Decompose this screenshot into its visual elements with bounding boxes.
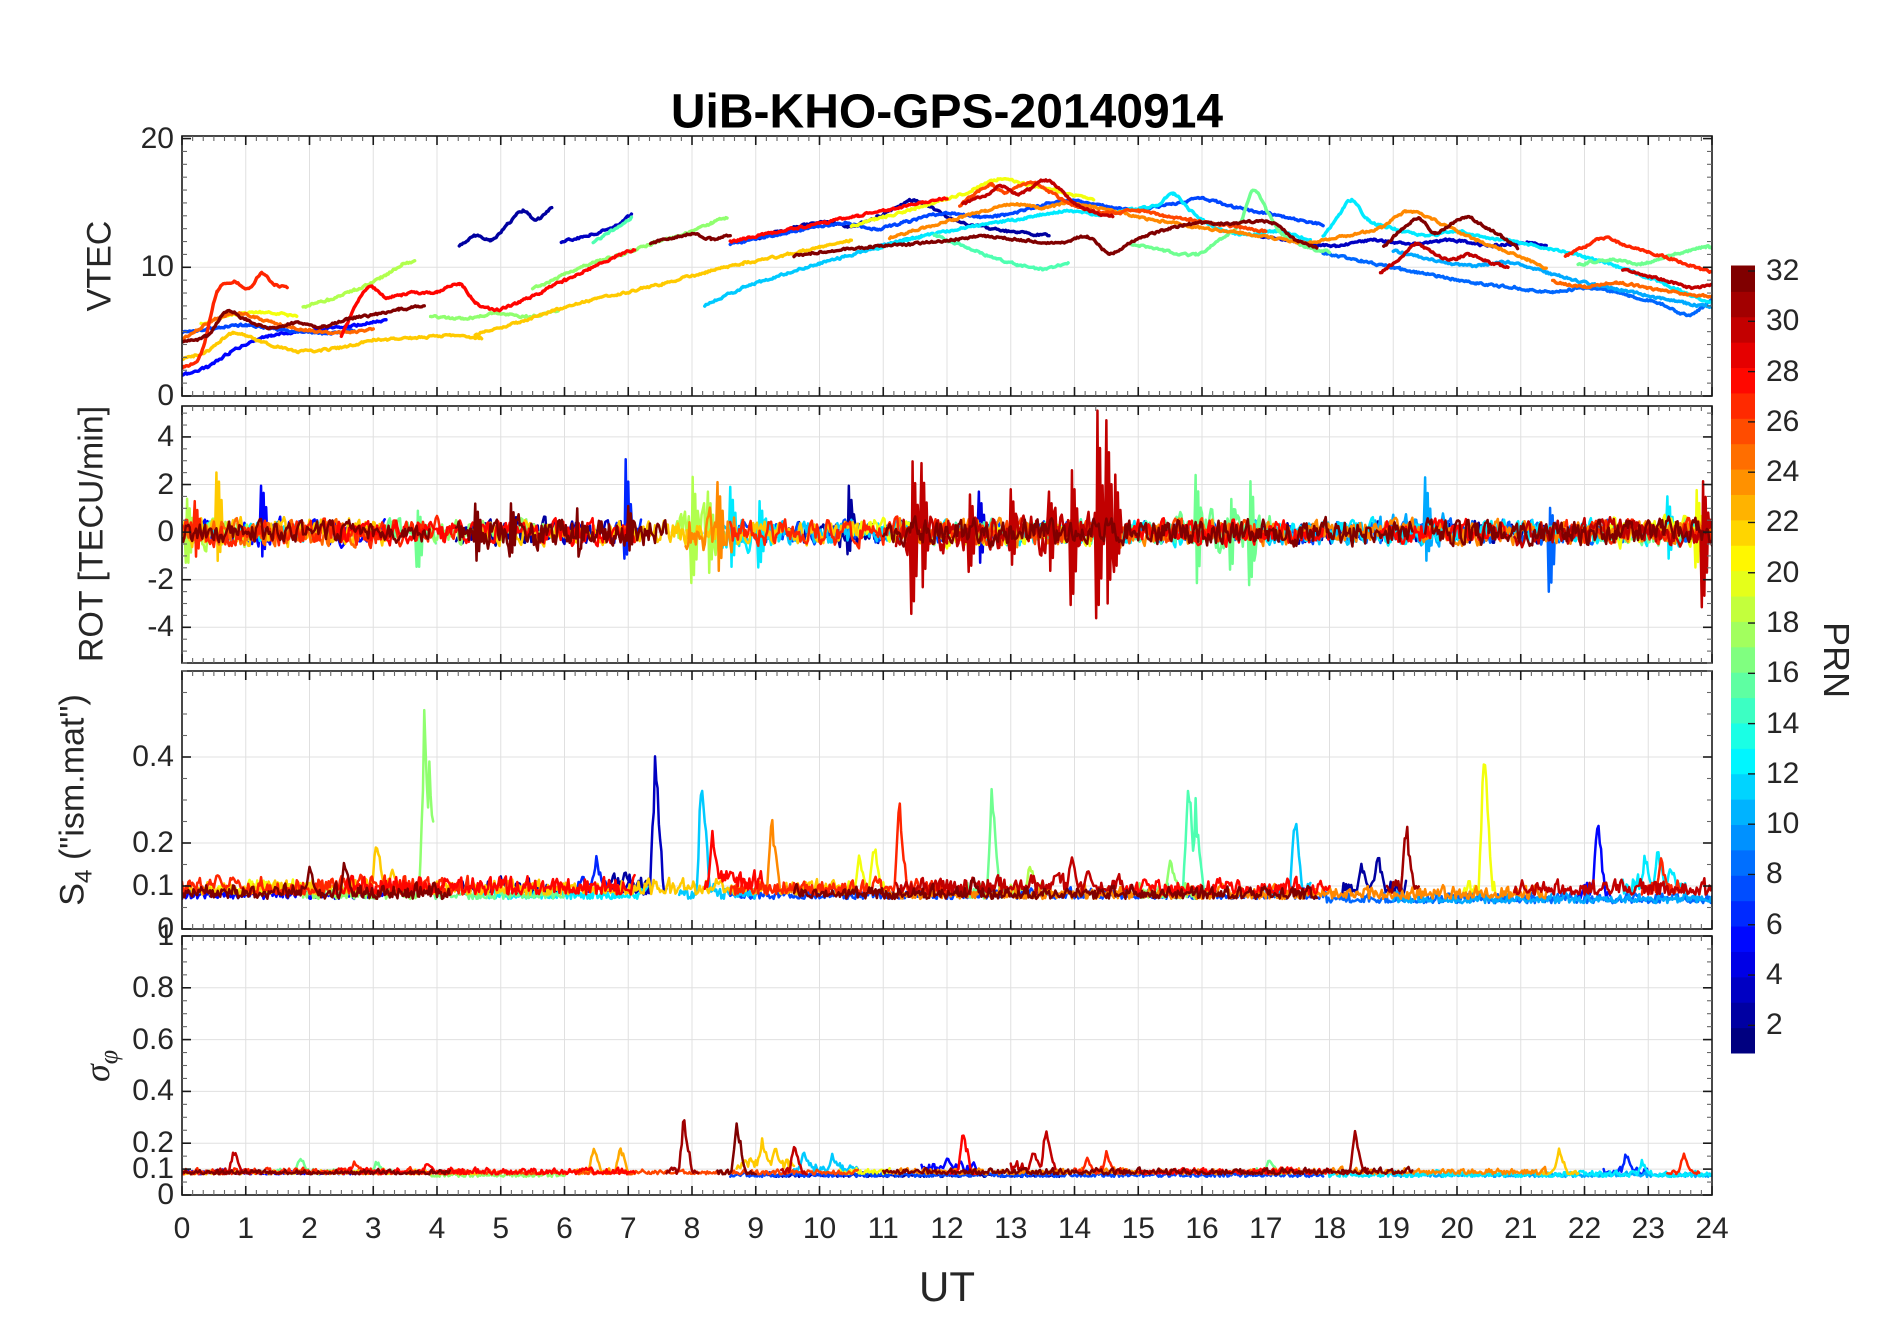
colorbar-tick-label: 18 — [1766, 606, 1800, 640]
y-tick-label: 0 — [157, 1178, 174, 1211]
x-tick-label: 19 — [1376, 1212, 1410, 1245]
plot-title: UiB-KHO-GPS-20140914 — [670, 85, 1224, 139]
x-tick-label: 16 — [1185, 1212, 1219, 1245]
y-tick-label: 0.1 — [132, 869, 174, 902]
y-tick-label: 10 — [140, 250, 174, 284]
x-tick-label: 15 — [1121, 1212, 1155, 1245]
y-tick-label: 0.6 — [132, 1022, 174, 1056]
colorbar-tick-label: 26 — [1766, 404, 1800, 438]
colorbar-tick-label: 28 — [1766, 354, 1800, 388]
x-axis-label: UT — [919, 1263, 975, 1310]
x-tick-label: 5 — [492, 1212, 510, 1245]
x-tick-label: 7 — [619, 1212, 637, 1245]
colorbar-tick-label: 8 — [1766, 857, 1783, 891]
x-tick-label: 11 — [867, 1212, 899, 1245]
y-tick-label: 20 — [140, 121, 174, 155]
x-tick-label: 24 — [1695, 1212, 1729, 1245]
s4-subscript: 4 — [70, 869, 98, 884]
y-tick-label: 0.8 — [132, 970, 174, 1004]
y-tick-label: 0.4 — [132, 1074, 174, 1108]
x-tick-label: 23 — [1631, 1212, 1665, 1245]
y-tick-label: 0.4 — [132, 740, 174, 773]
x-tick-label: 17 — [1249, 1212, 1283, 1245]
x-tick-label: 22 — [1567, 1212, 1602, 1245]
x-tick-label: 3 — [364, 1212, 382, 1245]
x-tick-label: 13 — [994, 1212, 1028, 1245]
y-tick-label: -2 — [147, 562, 174, 596]
x-tick-label: 0 — [173, 1212, 191, 1245]
colorbar-tick-label: 2 — [1766, 1008, 1783, 1042]
colorbar-tick-label: 4 — [1766, 958, 1783, 992]
y-tick-label: 2 — [157, 467, 174, 501]
x-tick-label: 9 — [747, 1212, 765, 1245]
y-axis-label-vtec: VTEC — [80, 220, 119, 312]
y-tick-label: 0 — [157, 379, 174, 412]
colorbar-tick-label: 32 — [1766, 254, 1800, 288]
colorbar-tick-label: 6 — [1766, 907, 1783, 941]
x-tick-label: 21 — [1504, 1212, 1538, 1245]
colorbar-tick-label: 30 — [1766, 304, 1800, 338]
y-tick-label: 1 — [157, 919, 174, 952]
colorbar-tick-label: 10 — [1766, 807, 1800, 841]
x-tick-label: 10 — [802, 1212, 837, 1245]
colorbar-tick-label: 22 — [1766, 505, 1800, 539]
x-tick-label: 8 — [683, 1212, 701, 1245]
y-tick-label: 0.2 — [132, 826, 174, 859]
x-tick-label: 20 — [1440, 1212, 1474, 1245]
y-axis-label-sigma-phi: σφ — [76, 1050, 124, 1082]
colorbar-tick-label: 16 — [1766, 656, 1800, 690]
x-tick-label: 14 — [1057, 1212, 1092, 1245]
x-tick-label: 6 — [556, 1212, 573, 1245]
x-tick-label: 18 — [1312, 1212, 1347, 1245]
colorbar-tick-label: 20 — [1766, 555, 1800, 589]
y-tick-label: 0 — [157, 515, 174, 549]
y-tick-label: -4 — [147, 610, 174, 644]
y-axis-label-rot: ROT [TECU/min] — [72, 405, 111, 663]
y-tick-label: 0.1 — [132, 1152, 174, 1186]
x-tick-label: 4 — [428, 1212, 446, 1245]
phi-subscript: φ — [94, 1049, 124, 1065]
x-tick-label: 1 — [237, 1212, 255, 1245]
colorbar-tick-label: 12 — [1766, 756, 1800, 790]
y-tick-label: 0 — [157, 912, 174, 945]
colorbar-tick-label: 14 — [1766, 706, 1800, 740]
y-tick-label: 0.2 — [132, 1126, 174, 1160]
sigma-symbol: σ — [76, 1064, 117, 1083]
x-tick-label: 12 — [930, 1212, 964, 1245]
colorbar-tick-label: 24 — [1766, 455, 1800, 489]
s4-symbol: S — [53, 883, 92, 906]
colorbar-label: PRN — [1816, 621, 1857, 699]
x-tick-label: 2 — [301, 1212, 318, 1245]
y-axis-label-s4: S4 ("ism.mat") — [54, 694, 99, 906]
y-tick-label: 4 — [157, 419, 174, 453]
s4-suffix: ("ism.mat") — [53, 694, 92, 870]
